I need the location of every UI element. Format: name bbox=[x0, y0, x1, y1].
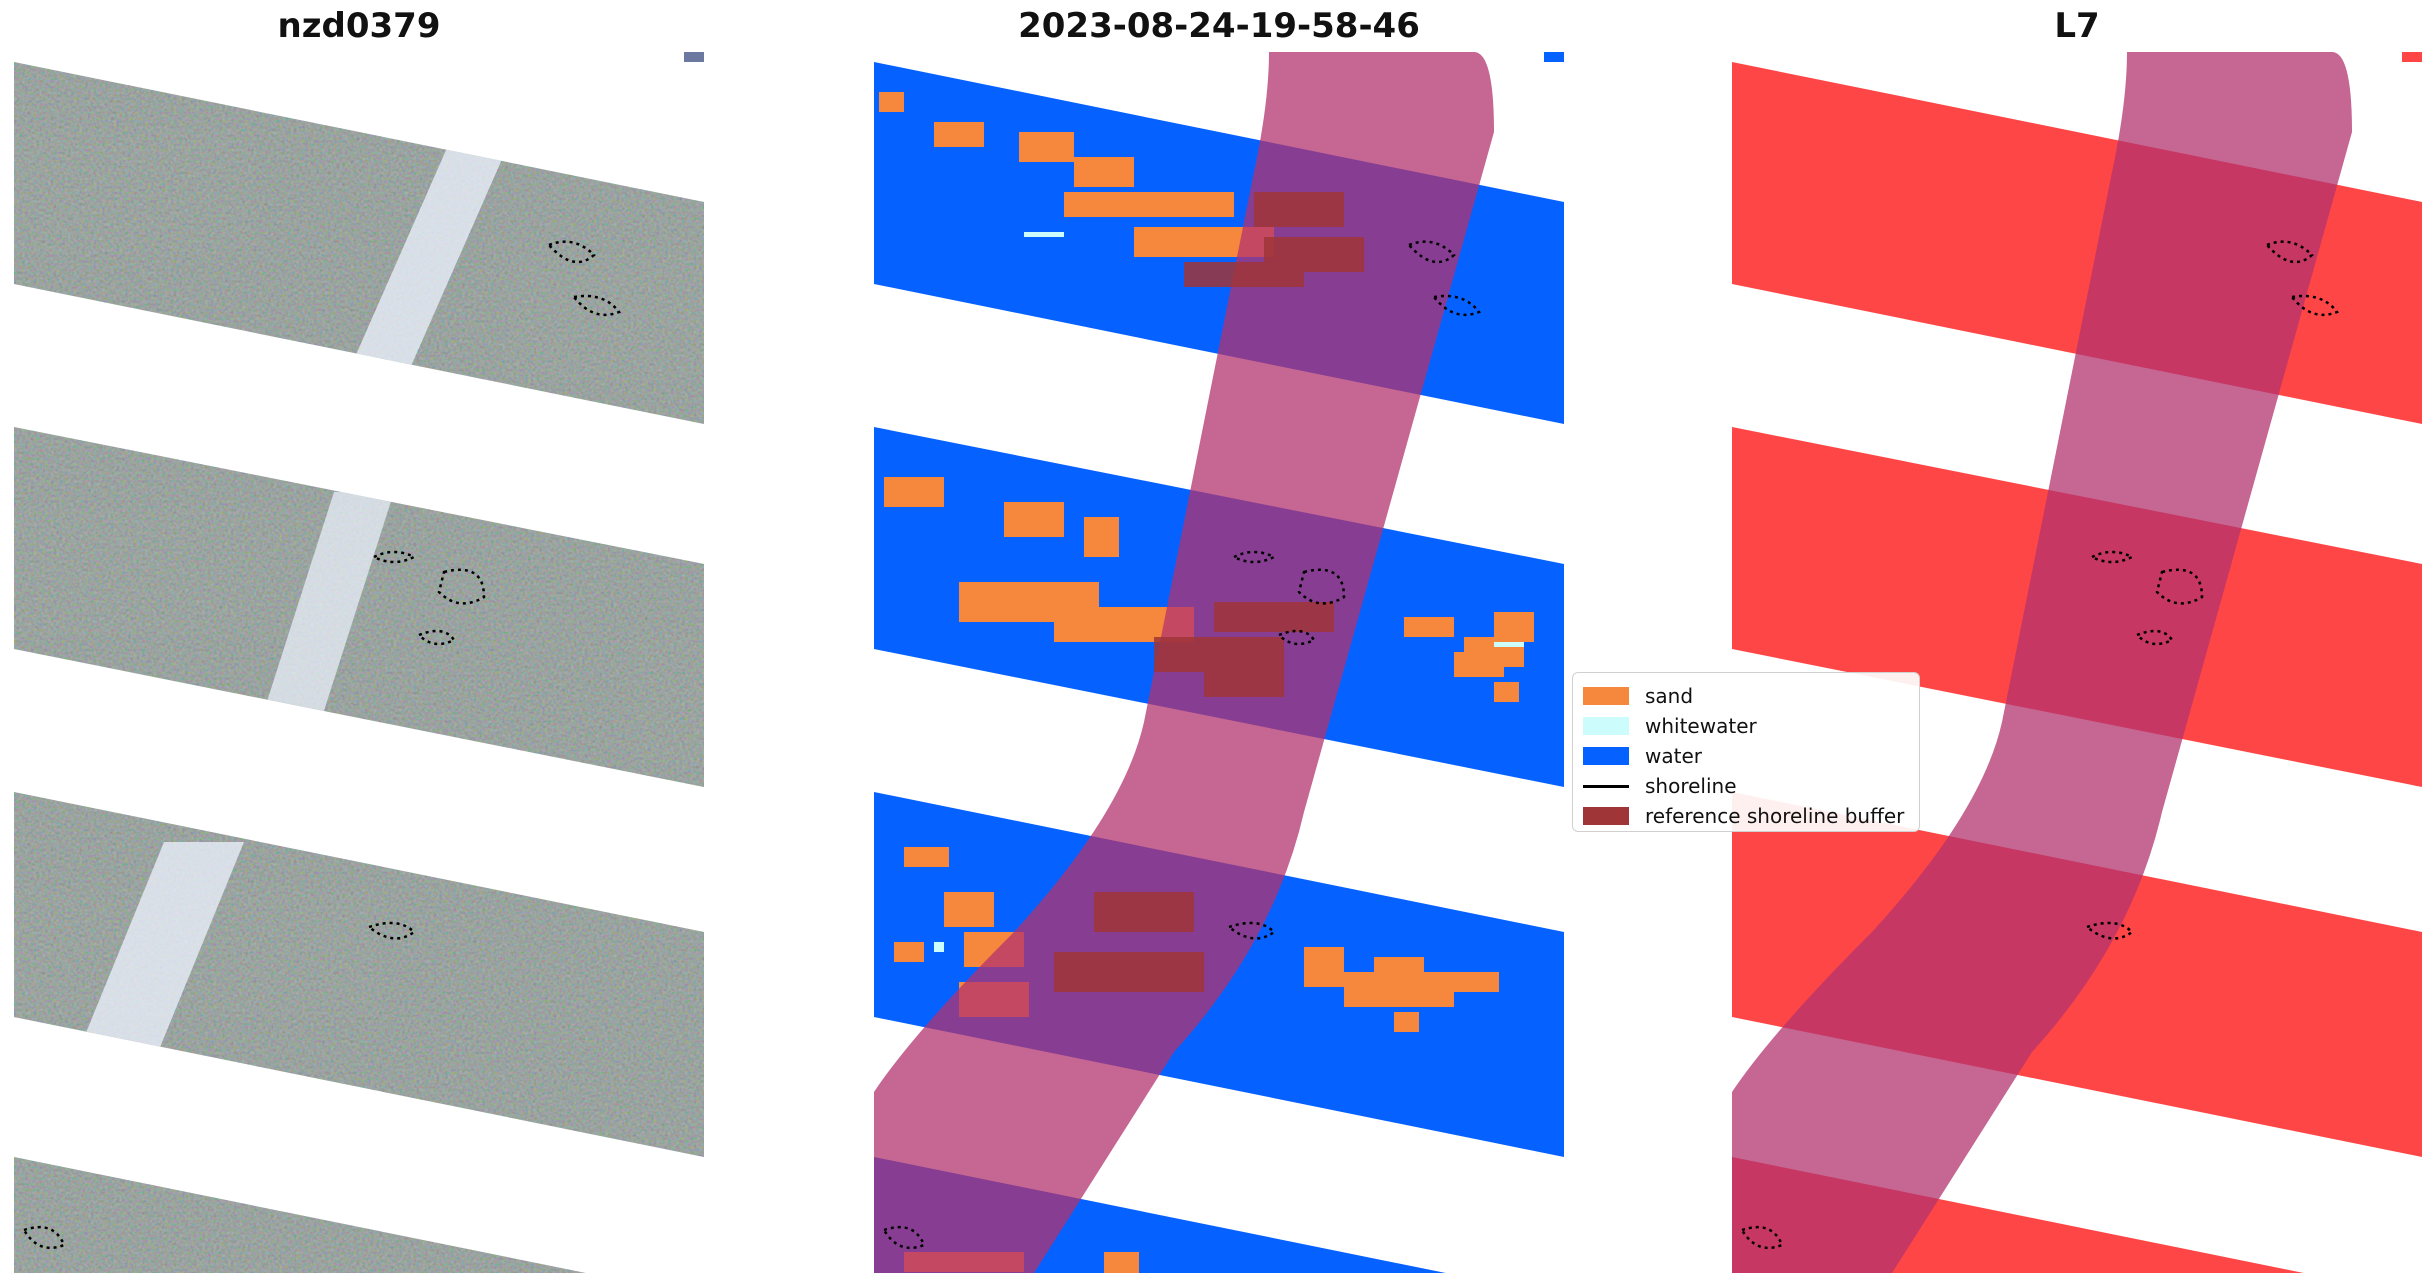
buffer-overlay bbox=[1732, 52, 2352, 1273]
legend-swatch bbox=[1583, 717, 1629, 735]
rgb-image-panel bbox=[14, 52, 704, 1273]
legend-entry-water: water bbox=[1583, 741, 1909, 771]
legend-swatch bbox=[1583, 687, 1629, 705]
shoreline-contours bbox=[882, 240, 1481, 1250]
legend-entry-reference-buffer: reference shoreline buffer bbox=[1583, 801, 1909, 831]
mask-panel bbox=[1732, 52, 2422, 1273]
legend-label: reference shoreline buffer bbox=[1645, 804, 1905, 828]
legend: sand whitewater water shoreline referenc… bbox=[1572, 672, 1920, 832]
classified-panel bbox=[874, 52, 1564, 1273]
legend-label: whitewater bbox=[1645, 714, 1757, 738]
whitewater-class bbox=[934, 232, 1524, 952]
panel-title-3: L7 bbox=[2054, 6, 2100, 46]
mask-image bbox=[1732, 52, 2422, 1273]
legend-label: water bbox=[1645, 744, 1702, 768]
legend-line bbox=[1583, 784, 1629, 788]
legend-label: shoreline bbox=[1645, 774, 1737, 798]
classified-image bbox=[874, 52, 1564, 1273]
reference-buffer-class bbox=[1054, 192, 1364, 992]
rgb-image bbox=[14, 52, 704, 1273]
whitewater-wash bbox=[74, 132, 514, 1062]
panel-title-2: 2023-08-24-19-58-46 bbox=[1018, 6, 1420, 46]
legend-swatch bbox=[1583, 807, 1629, 825]
legend-entry-sand: sand bbox=[1583, 681, 1909, 711]
shoreline-contours bbox=[1740, 240, 2339, 1250]
panel-title-1: nzd0379 bbox=[277, 6, 441, 46]
legend-swatch bbox=[1583, 747, 1629, 765]
legend-entry-whitewater: whitewater bbox=[1583, 711, 1909, 741]
legend-entry-shoreline: shoreline bbox=[1583, 771, 1909, 801]
shoreline-contours bbox=[22, 240, 621, 1250]
legend-label: sand bbox=[1645, 684, 1694, 708]
